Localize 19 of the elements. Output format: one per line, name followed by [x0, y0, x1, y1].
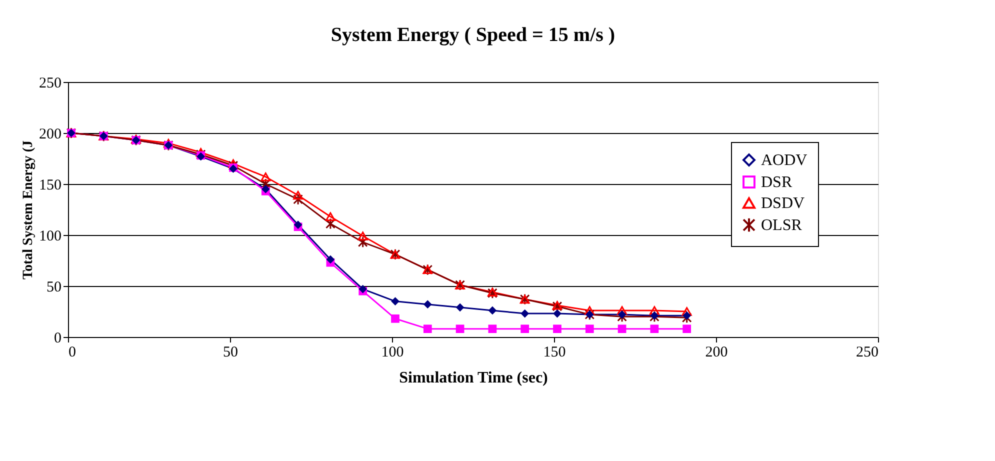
legend-label: AODV [761, 152, 808, 169]
x-tick-label: 0 [68, 344, 76, 360]
x-tick-label: 50 [223, 344, 238, 360]
x-tick-label: 150 [543, 344, 566, 360]
y-axis-title: Total System Energy (J [21, 140, 36, 280]
legend-label: DSDV [761, 195, 806, 212]
legend-label: OLSR [761, 217, 802, 234]
y-tick-label: 0 [54, 330, 62, 346]
y-tick-label: 200 [39, 126, 62, 142]
x-tick-label: 100 [381, 344, 404, 360]
x-axis-title: Simulation Time (sec) [399, 370, 548, 386]
y-tick-label: 150 [39, 178, 62, 194]
y-tick-label: 50 [46, 280, 62, 296]
x-tick-label: 200 [705, 344, 728, 360]
legend-label: DSR [761, 174, 792, 191]
y-tick-label: 100 [39, 228, 62, 244]
chart-title: System Energy ( Speed = 15 m/s ) [330, 24, 616, 46]
x-tick-label: 250 [856, 344, 878, 360]
y-tick-label: 250 [39, 76, 62, 92]
